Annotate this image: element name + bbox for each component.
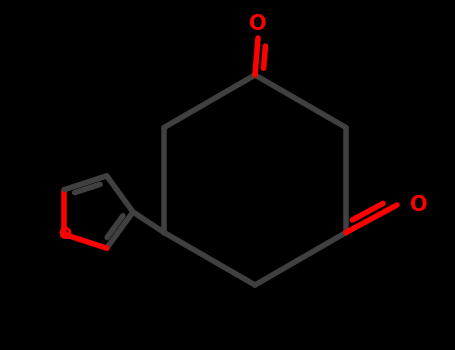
Text: O: O — [58, 227, 71, 242]
Text: O: O — [249, 14, 267, 34]
Text: O: O — [410, 195, 428, 215]
